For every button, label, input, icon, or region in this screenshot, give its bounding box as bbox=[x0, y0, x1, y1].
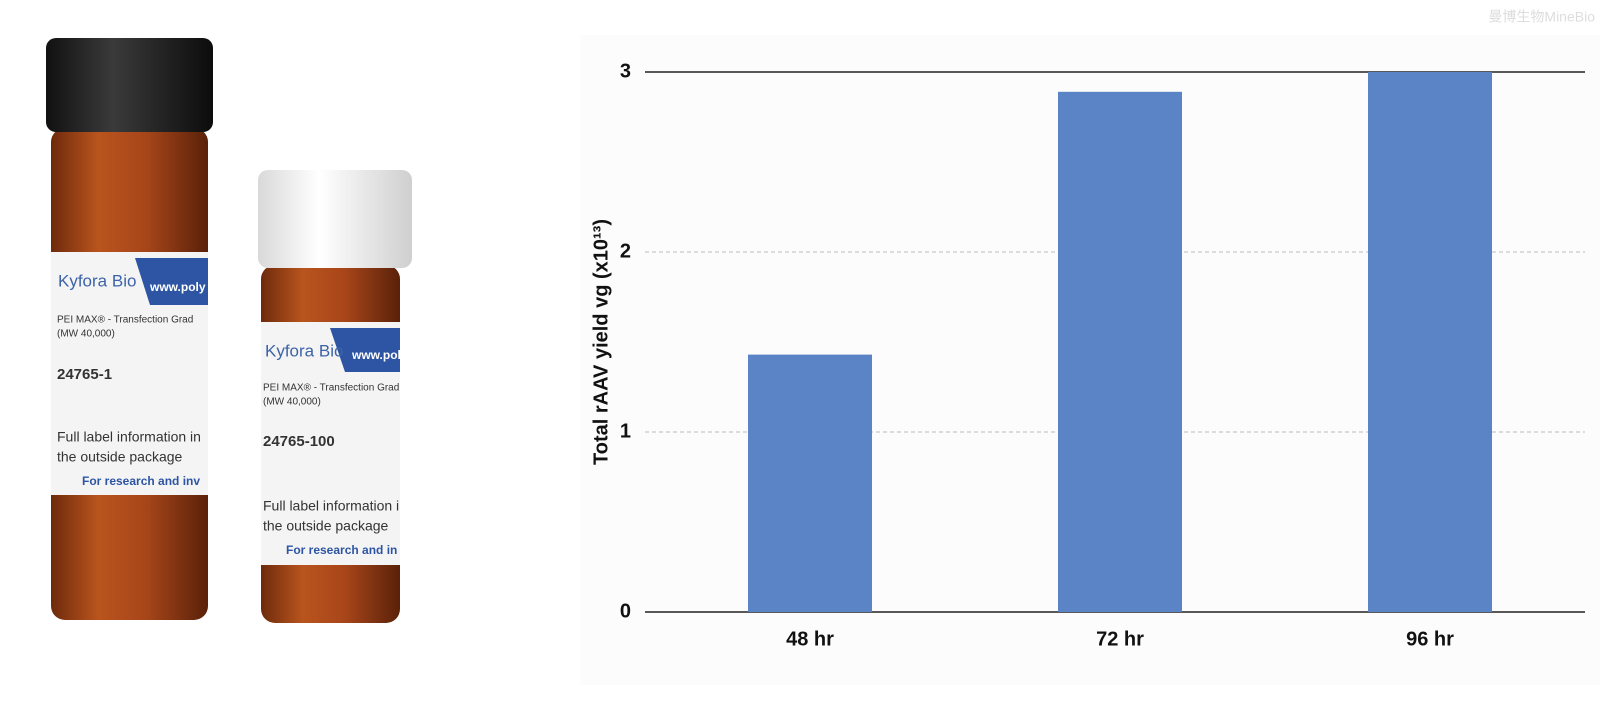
mw: (MW 40,000) bbox=[57, 329, 115, 340]
bar bbox=[748, 354, 872, 612]
y-tick-label: 1 bbox=[620, 420, 631, 442]
note: the outside package bbox=[57, 449, 183, 465]
y-tick-label: 3 bbox=[620, 60, 631, 82]
brand: Kyfora Bio bbox=[58, 271, 136, 290]
chart: 0 1 2 3 48 hr 72 hr 96 hr bbox=[620, 60, 1585, 650]
y-tick-label: 0 bbox=[620, 600, 631, 622]
x-tick-label: 48 hr bbox=[786, 628, 834, 650]
note: Full label information i bbox=[263, 498, 399, 514]
vial: Kyfora Bio www.poly PEI MAX® - Transfect… bbox=[258, 170, 412, 623]
brand: Kyfora Bio bbox=[265, 341, 343, 360]
catalog: 24765-100 bbox=[263, 433, 335, 450]
x-tick-label: 72 hr bbox=[1096, 628, 1144, 650]
product: PEI MAX® - Transfection Grad bbox=[263, 383, 399, 394]
url: www.poly bbox=[149, 280, 206, 294]
catalog: 24765-1 bbox=[57, 366, 112, 383]
x-tick-label: 96 hr bbox=[1406, 628, 1454, 650]
product: PEI MAX® - Transfection Grad bbox=[57, 315, 193, 326]
url: www.poly bbox=[351, 348, 408, 362]
mw: (MW 40,000) bbox=[263, 397, 321, 408]
note: the outside package bbox=[263, 518, 389, 534]
note: Full label information in bbox=[57, 429, 201, 445]
bar bbox=[1368, 72, 1492, 612]
watermark: 曼博生物MineBio bbox=[1488, 9, 1595, 25]
footer: For research and in bbox=[286, 543, 397, 557]
bar bbox=[1058, 91, 1182, 613]
vial: Kyfora Bio www.poly PEI MAX® - Transfect… bbox=[46, 38, 213, 620]
y-axis-label: Total rAAV yield vg (x10¹³) bbox=[590, 219, 612, 465]
footer: For research and inv bbox=[82, 474, 200, 488]
y-tick-label: 2 bbox=[620, 240, 631, 262]
